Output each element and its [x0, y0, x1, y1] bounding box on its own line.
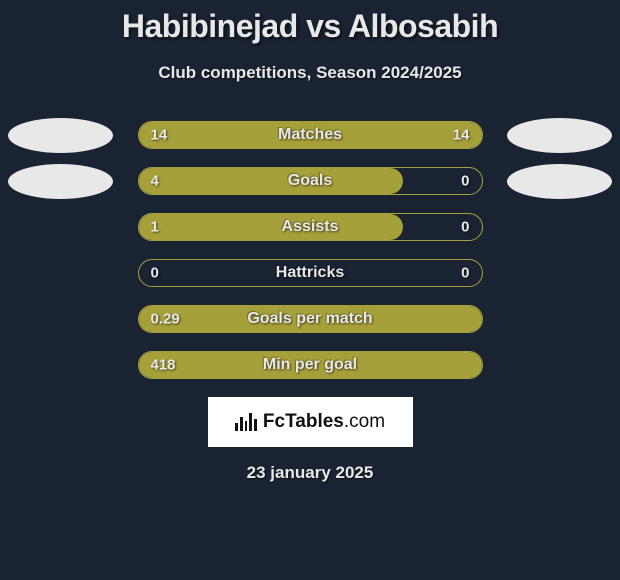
player-right-avatar [507, 118, 612, 153]
stat-row: Assists 1 0 [0, 213, 620, 241]
stat-value-left: 1 [151, 219, 159, 236]
stat-value-left: 4 [151, 173, 159, 190]
stat-value-right: 0 [461, 265, 469, 282]
stat-bar: Min per goal 418 [138, 351, 483, 379]
chart-icon [235, 413, 257, 431]
stat-value-left: 418 [151, 357, 176, 374]
stat-value-right: 14 [453, 127, 470, 144]
comparison-infographic: Habibinejad vs Albosabih Club competitio… [0, 0, 620, 483]
stat-value-right: 0 [461, 219, 469, 236]
stat-label: Goals per match [247, 310, 372, 328]
stat-row: Min per goal 418 [0, 351, 620, 379]
page-title: Habibinejad vs Albosabih [0, 8, 620, 45]
stat-value-left: 14 [151, 127, 168, 144]
stat-row: Hattricks 0 0 [0, 259, 620, 287]
stat-rows: Matches1414Goals40Assists10Hattricks00Go… [0, 121, 620, 379]
subtitle: Club competitions, Season 2024/2025 [0, 63, 620, 83]
stat-row: Goals per match 0.29 [0, 305, 620, 333]
stat-label: Min per goal [263, 356, 357, 374]
stat-row: Goals 4 0 [0, 167, 620, 195]
stat-bar: Assists 1 0 [138, 213, 483, 241]
stat-bar: Hattricks 0 0 [138, 259, 483, 287]
player-right-avatar [507, 164, 612, 199]
player-left-avatar [8, 164, 113, 199]
stat-bar: Goals per match 0.29 [138, 305, 483, 333]
stat-value-right: 0 [461, 173, 469, 190]
player-left-avatar [8, 118, 113, 153]
date: 23 january 2025 [0, 463, 620, 483]
stat-row: Matches 14 14 [0, 121, 620, 149]
stat-value-left: 0 [151, 265, 159, 282]
stat-bar: Goals 4 0 [138, 167, 483, 195]
stat-value-left: 0.29 [151, 311, 180, 328]
stat-label: Goals [288, 172, 332, 190]
stat-label: Assists [282, 218, 339, 236]
stat-label: Hattricks [276, 264, 344, 282]
stat-label: Matches [278, 126, 342, 144]
stat-bar: Matches 14 14 [138, 121, 483, 149]
logo-text: FcTables.com [263, 411, 385, 433]
source-logo: FcTables.com [208, 397, 413, 447]
